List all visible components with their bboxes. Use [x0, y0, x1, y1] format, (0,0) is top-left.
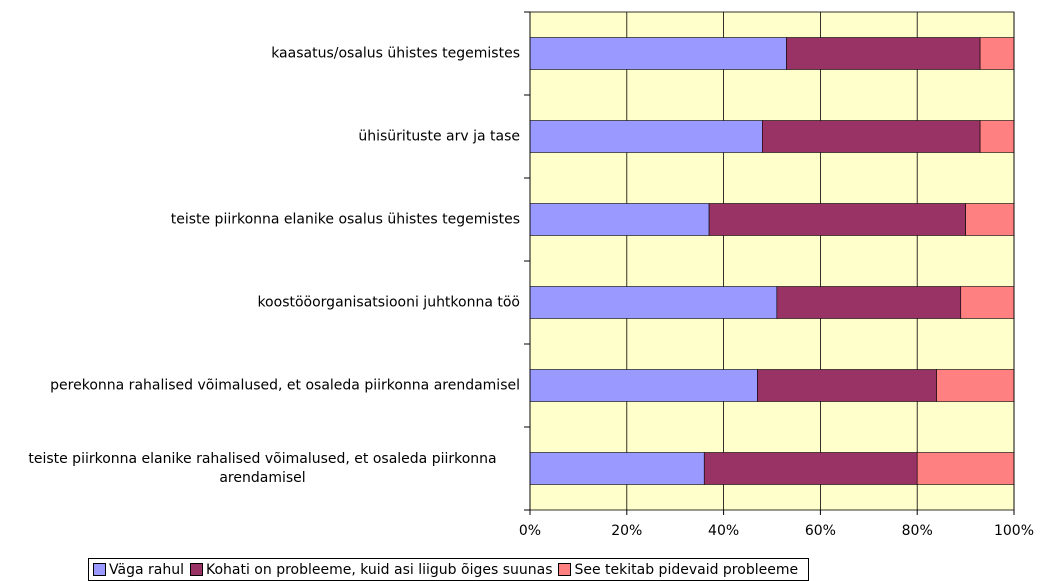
legend-swatch — [93, 563, 106, 576]
plot-area — [530, 12, 1014, 510]
legend-item: See tekitab pidevaid probleeme — [558, 562, 798, 578]
y-tick-label: teiste piirkonna elanike rahalised võima… — [5, 450, 520, 488]
legend-label: Väga rahul — [109, 561, 184, 578]
x-tick-label: 0% — [519, 523, 541, 539]
legend-swatch — [558, 563, 572, 576]
y-tick-label: ühisürituste arv ja tase — [358, 127, 520, 146]
x-tick-label: 60% — [805, 523, 836, 539]
bar-segment — [757, 369, 937, 402]
legend-item: Väga rahul — [93, 562, 184, 578]
y-tick-text: ühisürituste arv ja tase — [358, 128, 520, 144]
legend-label: See tekitab pidevaid probleeme — [574, 561, 799, 578]
legend-label: Kohati on probleeme, kuid asi liigub õig… — [205, 561, 553, 578]
bar-segment — [529, 452, 705, 485]
y-tick-text: teiste piirkonna elanike rahalised võima… — [28, 450, 497, 486]
y-tick-label: kaasatus/osalus ühistes tegemistes — [271, 44, 520, 63]
bar-segment — [916, 452, 1015, 485]
x-tick-label: 100% — [994, 523, 1034, 539]
y-tick-label: koostööorganisatsiooni juhtkonna töö — [257, 293, 520, 312]
bar-segment — [529, 120, 763, 153]
bar-segment — [529, 369, 758, 402]
bar-segment — [936, 369, 1015, 402]
bar-segment — [786, 37, 981, 70]
bar-segment — [776, 286, 962, 319]
y-tick-text: kaasatus/osalus ühistes tegemistes — [271, 45, 520, 61]
bar-segment — [529, 286, 778, 319]
x-tick-label: 80% — [902, 523, 933, 539]
bar-segment — [708, 203, 966, 236]
x-tick-label: 40% — [708, 523, 739, 539]
y-tick-text: koostööorganisatsiooni juhtkonna töö — [257, 294, 520, 310]
y-tick-label: perekonna rahalised võimalused, et osale… — [50, 376, 520, 395]
bar-segment — [965, 203, 1015, 236]
bar-segment — [529, 37, 787, 70]
y-tick-text: perekonna rahalised võimalused, et osale… — [50, 377, 520, 393]
y-tick-label: teiste piirkonna elanike osalus ühistes … — [171, 210, 520, 229]
x-tick-label: 20% — [611, 523, 642, 539]
y-tick-text: teiste piirkonna elanike osalus ühistes … — [170, 211, 520, 227]
bar-segment — [979, 37, 1015, 70]
plot-border — [529, 11, 1015, 511]
legend: Väga rahul Kohati on probleeme, kuid asi … — [88, 558, 810, 581]
legend-swatch — [189, 563, 203, 576]
bar-segment — [979, 120, 1015, 153]
legend-item: Kohati on probleeme, kuid asi liigub õig… — [189, 561, 553, 578]
bar-segment — [703, 452, 918, 485]
bar-segment — [960, 286, 1015, 319]
bar-segment — [762, 120, 981, 153]
bar-segment — [529, 203, 710, 236]
